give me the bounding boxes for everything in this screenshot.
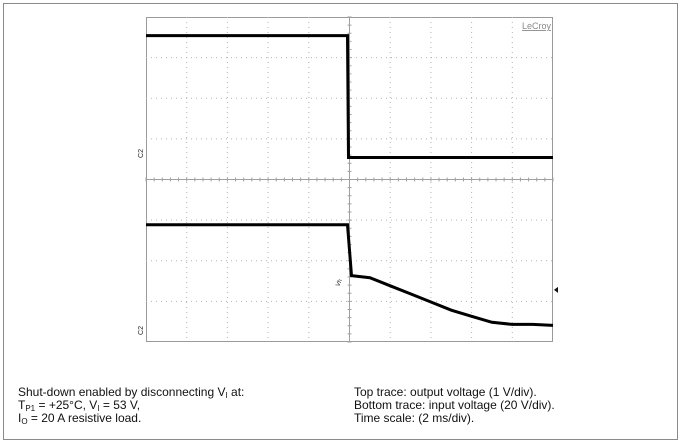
caption-scales: Top trace: output voltage (1 V/div). Bot… (354, 386, 664, 425)
brand-label: LeCroy (522, 21, 552, 31)
grid (145, 16, 554, 343)
caption-time-scale: Time scale: (2 ms/div). (354, 411, 475, 425)
caption-condition-line-2: TP1 = +25°C, VI = 53 V, (18, 398, 141, 413)
trigger-level-label: Vh (335, 279, 344, 288)
bottom-trace-channel-label: C2 (138, 326, 145, 335)
figure-frame (3, 3, 678, 440)
labels: C2 C2 Vh LeCroy (138, 21, 558, 335)
caption-condition-line-1: Shut-down enabled by disconnecting VI at… (18, 385, 245, 400)
top-trace-channel-label: C2 (138, 149, 145, 158)
oscilloscope-screen: C2 C2 Vh LeCroy (138, 16, 558, 343)
input-voltage-trace (146, 223, 554, 327)
traces (146, 34, 554, 327)
oscilloscope-plot: C2 C2 Vh LeCroy (138, 16, 558, 343)
caption-top-trace: Top trace: output voltage (1 V/div). (354, 385, 537, 399)
caption-bottom-trace: Bottom trace: input voltage (20 V/div). (354, 398, 555, 412)
caption-condition-line-3: IO = 20 A resistive load. (18, 411, 142, 426)
output-voltage-trace (146, 34, 553, 159)
trigger-level-arrow (554, 286, 558, 293)
caption-conditions: Shut-down enabled by disconnecting VI at… (18, 385, 338, 426)
